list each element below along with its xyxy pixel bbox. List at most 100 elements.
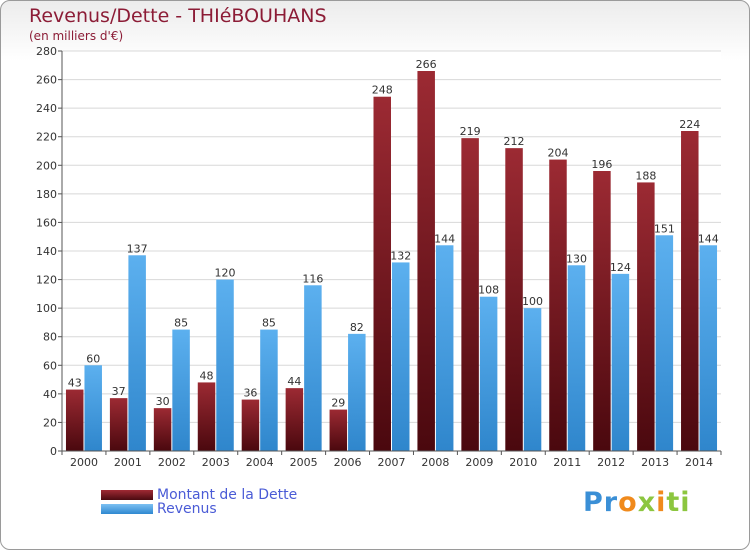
bar-dette bbox=[153, 408, 172, 451]
data-label-dette: 266 bbox=[416, 58, 437, 71]
logo-letter: i bbox=[656, 487, 667, 518]
data-label-dette: 219 bbox=[460, 125, 481, 138]
data-label-revenus: 132 bbox=[390, 249, 411, 262]
logo-letter: x bbox=[637, 487, 657, 518]
bar-revenus bbox=[392, 262, 410, 451]
data-label-dette: 188 bbox=[635, 169, 656, 182]
bar-dette bbox=[65, 389, 84, 451]
data-label-dette: 204 bbox=[547, 147, 568, 160]
x-tick-label: 2008 bbox=[421, 456, 449, 469]
data-label-revenus: 144 bbox=[434, 232, 455, 245]
data-label-dette: 30 bbox=[156, 395, 170, 408]
data-label-revenus: 124 bbox=[610, 261, 631, 274]
data-labels: 43 60 37 137 30 85 48 120 36 85 44 116 29 82 248 132 266… bbox=[68, 58, 719, 410]
x-tick-label: 2012 bbox=[597, 456, 625, 469]
data-label-revenus: 60 bbox=[86, 352, 100, 365]
logo-letter: o bbox=[618, 487, 638, 518]
bar-revenus bbox=[84, 365, 102, 451]
data-label-revenus: 100 bbox=[522, 295, 543, 308]
x-tick-label: 2009 bbox=[465, 456, 493, 469]
data-label-revenus: 85 bbox=[174, 317, 188, 330]
x-tick-label: 2006 bbox=[334, 456, 362, 469]
y-tick-label: 240 bbox=[36, 102, 57, 115]
logo-letter: P bbox=[583, 487, 604, 518]
data-label-dette: 29 bbox=[331, 397, 345, 410]
bar-revenus bbox=[216, 279, 234, 451]
data-label-revenus: 82 bbox=[350, 321, 364, 334]
data-label-dette: 37 bbox=[112, 385, 126, 398]
grid-lines bbox=[62, 50, 721, 452]
data-label-dette: 196 bbox=[591, 158, 612, 171]
x-tick-label: 2007 bbox=[378, 456, 406, 469]
y-tick-label: 40 bbox=[43, 388, 57, 401]
x-tick-label: 2011 bbox=[553, 456, 581, 469]
bar-revenus bbox=[304, 285, 322, 451]
bar-revenus bbox=[611, 273, 630, 451]
data-label-revenus: 151 bbox=[654, 222, 675, 235]
bar-revenus bbox=[699, 245, 718, 451]
bar-dette bbox=[109, 398, 128, 451]
data-label-dette: 224 bbox=[679, 118, 700, 131]
x-tick-label: 2002 bbox=[158, 456, 186, 469]
y-tick-label: 60 bbox=[43, 359, 57, 372]
data-label-revenus: 120 bbox=[215, 267, 236, 280]
chart-title: Revenus/Dette - THIéBOUHANS bbox=[29, 5, 327, 27]
x-tick-label: 2005 bbox=[290, 456, 318, 469]
legend-swatch-revenus bbox=[101, 504, 153, 514]
bar-dette bbox=[241, 399, 260, 451]
bar-dette bbox=[329, 409, 348, 451]
bar-revenus bbox=[172, 329, 190, 451]
data-label-revenus: 144 bbox=[698, 232, 719, 245]
bar-dette bbox=[637, 182, 655, 451]
proxiti-logo: Proxiti bbox=[583, 487, 691, 518]
y-tick-label: 280 bbox=[36, 45, 57, 58]
y-tick-label: 0 bbox=[50, 445, 57, 458]
x-tick-label: 2014 bbox=[685, 456, 713, 469]
data-label-revenus: 130 bbox=[566, 252, 587, 265]
y-tick-label: 260 bbox=[36, 74, 57, 87]
bar-dette bbox=[505, 148, 523, 451]
logo-letter: t bbox=[666, 487, 681, 518]
logo-letter: i bbox=[680, 487, 691, 518]
bar-revenus bbox=[655, 235, 674, 451]
bar-dette bbox=[593, 171, 611, 451]
data-label-revenus: 108 bbox=[478, 284, 499, 297]
y-tick-label: 220 bbox=[36, 131, 57, 144]
logo-letter: r bbox=[603, 487, 619, 518]
y-tick-label: 140 bbox=[36, 245, 57, 258]
y-tick-label: 160 bbox=[36, 216, 57, 229]
x-tick-label: 2013 bbox=[641, 456, 669, 469]
bar-dette bbox=[681, 131, 699, 451]
y-tick-label: 100 bbox=[36, 302, 57, 315]
x-tick-label: 2004 bbox=[246, 456, 274, 469]
legend-label-revenus: Revenus bbox=[157, 501, 217, 517]
data-label-revenus: 85 bbox=[262, 317, 276, 330]
x-tick-label: 2003 bbox=[202, 456, 230, 469]
bar-dette bbox=[285, 388, 304, 451]
chart-subtitle: (en milliers d'€) bbox=[29, 29, 124, 43]
legend-swatch-dette bbox=[101, 490, 153, 500]
data-label-dette: 212 bbox=[504, 135, 525, 148]
bar-revenus bbox=[128, 255, 146, 451]
data-label-dette: 248 bbox=[372, 84, 393, 97]
legend-label-dette: Montant de la Dette bbox=[157, 487, 298, 503]
data-label-revenus: 116 bbox=[302, 272, 323, 285]
y-tick-label: 120 bbox=[36, 274, 57, 287]
data-label-dette: 44 bbox=[287, 375, 301, 388]
bar-revenus bbox=[479, 296, 498, 451]
y-tick-label: 80 bbox=[43, 331, 57, 344]
bars bbox=[65, 71, 718, 452]
bar-revenus bbox=[348, 333, 366, 451]
y-tick-label: 200 bbox=[36, 159, 57, 172]
bar-revenus bbox=[260, 329, 278, 451]
bar-revenus bbox=[523, 308, 542, 451]
x-tick-label: 2001 bbox=[114, 456, 142, 469]
axes: 0 20 40 60 80 100 120 140 160 180 200 220 240 260 280 2… bbox=[36, 45, 722, 469]
bar-dette bbox=[417, 71, 435, 451]
y-tick-label: 20 bbox=[43, 416, 57, 429]
data-label-dette: 48 bbox=[200, 369, 214, 382]
y-tick-label: 180 bbox=[36, 188, 57, 201]
data-label-dette: 43 bbox=[68, 377, 82, 390]
